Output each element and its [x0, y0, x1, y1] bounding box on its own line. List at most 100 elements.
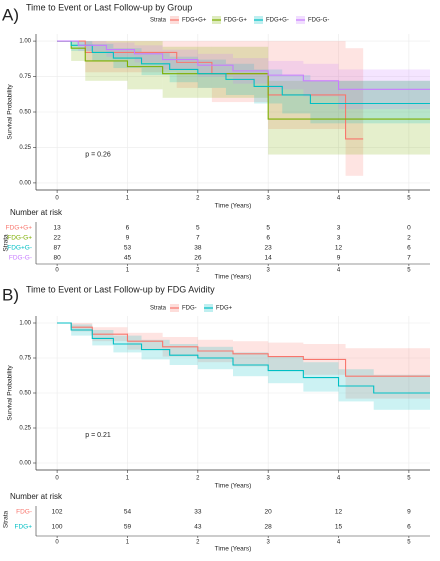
- confidence-band: [92, 330, 114, 346]
- risk-count: 0: [407, 225, 411, 232]
- y-tick-label: 0.25: [19, 145, 31, 151]
- risk-count: 43: [194, 524, 202, 531]
- chart-title: Time to Event or Last Follow-up by Group: [26, 2, 192, 12]
- risk-count: 59: [124, 524, 132, 531]
- risk-x-tick-label: 1: [126, 540, 130, 546]
- risk-x-label: Time (Years): [215, 274, 252, 281]
- risk-table-title: Number at risk: [10, 208, 63, 217]
- x-tick-label: 1: [126, 196, 130, 202]
- risk-count: 53: [124, 245, 132, 252]
- y-axis-label: Survival Probability: [7, 365, 14, 421]
- risk-table-ylabel: Strata: [3, 234, 10, 252]
- risk-x-tick-label: 5: [407, 268, 411, 274]
- confidence-band: [373, 374, 430, 410]
- risk-count: 23: [265, 245, 273, 252]
- y-tick-label: 1.00: [19, 321, 31, 327]
- y-tick-label: 0.50: [19, 391, 31, 397]
- legend-title: Strata: [150, 18, 167, 24]
- legend-label: FDG-: [182, 306, 197, 312]
- x-axis-label: Time (Years): [215, 483, 252, 490]
- risk-count: 28: [265, 524, 273, 531]
- confidence-band: [162, 46, 269, 98]
- risk-count: 7: [196, 235, 200, 242]
- legend-label: FDG+: [216, 306, 233, 312]
- x-tick-label: 2: [196, 196, 200, 202]
- confidence-band: [268, 356, 304, 384]
- risk-x-tick-label: 2: [196, 540, 200, 546]
- risk-count: 20: [265, 509, 273, 516]
- risk-count: 6: [266, 235, 270, 242]
- legend-label: FDG+G-: [266, 18, 289, 24]
- y-tick-label: 0.00: [19, 461, 31, 467]
- y-tick-label: 0.75: [19, 356, 31, 362]
- risk-count: 14: [265, 255, 273, 262]
- risk-count: 9: [126, 235, 130, 242]
- legend-label: FDG-G+: [224, 18, 247, 24]
- y-tick-label: 0.50: [19, 110, 31, 116]
- p-value: p = 0.21: [85, 432, 111, 439]
- risk-row-label: FDG-: [16, 509, 32, 516]
- x-tick-label: 4: [337, 476, 341, 482]
- confidence-band: [169, 344, 198, 365]
- risk-count: 22: [53, 235, 61, 242]
- confidence-band: [268, 80, 430, 155]
- risk-count: 9: [337, 255, 341, 262]
- x-tick-label: 0: [55, 476, 59, 482]
- x-tick-label: 2: [196, 476, 200, 482]
- risk-x-label: Time (Years): [215, 546, 252, 553]
- risk-count: 5: [196, 225, 200, 232]
- risk-table-title: Number at risk: [10, 492, 63, 501]
- risk-count: 2: [407, 235, 411, 242]
- confidence-band: [176, 41, 212, 88]
- x-tick-label: 3: [267, 196, 271, 202]
- y-tick-label: 0.25: [19, 426, 31, 432]
- risk-count: 38: [194, 245, 202, 252]
- x-axis-label: Time (Years): [215, 203, 252, 210]
- y-tick-label: 1.00: [19, 39, 31, 45]
- confidence-band: [338, 369, 374, 402]
- risk-row-label: FDG-G+: [7, 235, 32, 242]
- confidence-band: [233, 352, 269, 377]
- risk-x-tick-label: 4: [337, 268, 341, 274]
- risk-x-tick-label: 0: [55, 540, 59, 546]
- survival-curve: [57, 40, 430, 90]
- risk-count: 6: [126, 225, 130, 232]
- p-value: p = 0.26: [85, 151, 111, 158]
- risk-x-tick-label: 4: [337, 540, 341, 546]
- confidence-band: [282, 75, 311, 114]
- legend-title: Strata: [150, 306, 167, 312]
- confidence-band: [303, 362, 339, 392]
- confidence-band: [310, 80, 430, 124]
- x-tick-label: 1: [126, 476, 130, 482]
- chart-title: Time to Event or Last Follow-up by FDG A…: [26, 284, 215, 294]
- y-axis-label: Survival Probability: [7, 84, 14, 140]
- risk-count: 7: [407, 255, 411, 262]
- risk-count: 5: [266, 225, 270, 232]
- confidence-band: [71, 41, 86, 61]
- risk-count: 12: [335, 509, 343, 516]
- risk-count: 87: [53, 245, 61, 252]
- risk-count: 9: [407, 509, 411, 516]
- legend-label: FDG+G+: [182, 18, 207, 24]
- risk-x-tick-label: 0: [55, 268, 59, 274]
- risk-count: 80: [53, 255, 61, 262]
- panel-label: B): [2, 285, 19, 304]
- risk-row-label: FDG+G-: [7, 245, 32, 252]
- risk-count: 26: [194, 255, 202, 262]
- y-tick-label: 0.75: [19, 74, 31, 80]
- risk-count: 102: [52, 509, 63, 516]
- confidence-band: [303, 63, 339, 97]
- risk-x-tick-label: 1: [126, 268, 130, 274]
- confidence-band: [345, 48, 364, 176]
- x-tick-label: 0: [55, 196, 59, 202]
- x-tick-label: 5: [407, 196, 411, 202]
- survival-curve: [57, 40, 430, 105]
- risk-x-tick-label: 3: [267, 268, 271, 274]
- risk-count: 3: [337, 235, 341, 242]
- risk-row-label: FDG+: [14, 524, 32, 531]
- confidence-band: [345, 348, 430, 399]
- survival-curve: [57, 322, 430, 377]
- x-tick-label: 5: [407, 476, 411, 482]
- risk-count: 13: [53, 225, 61, 232]
